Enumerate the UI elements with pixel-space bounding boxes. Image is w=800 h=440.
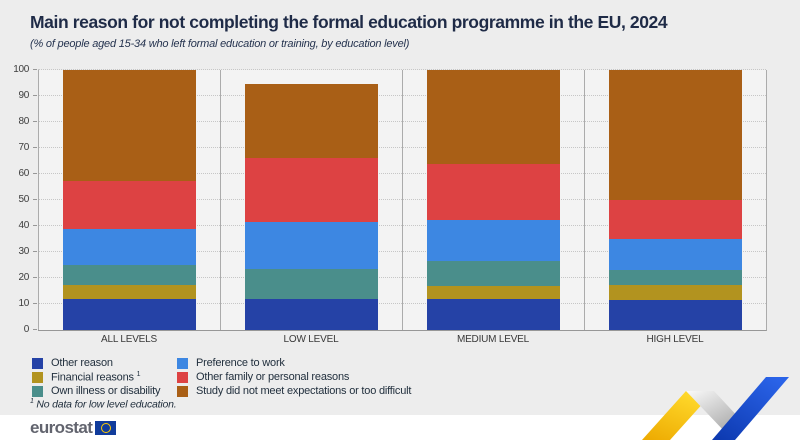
- legend-footnote-marker: 1: [136, 370, 141, 378]
- eurostat-swoosh-graphic: [642, 377, 789, 440]
- footnote-text: No data for low level education.: [36, 398, 177, 411]
- category-label: LOW LEVEL: [283, 334, 339, 345]
- legend-item: Financial reasons 1: [32, 370, 177, 384]
- legend-item: Preference to work: [177, 356, 411, 370]
- bar-segment: [609, 300, 742, 330]
- legend-swatch: [32, 385, 43, 397]
- y-tick-label: 80: [18, 116, 29, 127]
- swoosh-yellow-band: [642, 391, 714, 440]
- bar-segment: [63, 70, 196, 181]
- footnote: 1 No data for low level education.: [30, 398, 177, 411]
- legend-label: Other reason: [51, 357, 113, 369]
- legend-label: Own illness or disability: [51, 385, 161, 397]
- y-tick-label: 20: [18, 272, 29, 283]
- legend-label: Preference to work: [196, 357, 285, 369]
- y-tick-label: 10: [18, 298, 29, 309]
- bar-low-level: [245, 70, 378, 330]
- bar-medium-level: [427, 70, 560, 330]
- legend-swatch: [177, 385, 188, 397]
- bar-segment: [63, 228, 196, 266]
- legend-column: Other reason Financial reasons 1 Own illne…: [32, 356, 177, 398]
- chart-subtitle: (% of people aged 15-34 who left formal …: [30, 38, 410, 50]
- legend-swatch: [32, 371, 43, 383]
- bar-high-level: [609, 70, 742, 330]
- panel-medium-level: [402, 70, 584, 330]
- y-tick-label: 40: [18, 220, 29, 231]
- legend: Other reason Financial reasons 1 Own illne…: [32, 356, 411, 398]
- y-tick-mark: [33, 69, 37, 70]
- bar-segment: [245, 84, 378, 159]
- bar-segment: [63, 180, 196, 229]
- y-tick-label: 100: [13, 64, 29, 75]
- bar-segment: [427, 219, 560, 262]
- bar-segment: [245, 268, 378, 299]
- y-tick-mark: [33, 95, 37, 96]
- legend-item: Other reason: [32, 356, 177, 370]
- bar-segment: [427, 70, 560, 164]
- panel-low-level: [220, 70, 402, 330]
- eurostat-logo: eurostat: [30, 418, 117, 437]
- y-axis: 0 10 20 30 40 50 60 70 80 90 100: [0, 65, 38, 335]
- y-tick-mark: [33, 173, 37, 174]
- bar-segment: [245, 298, 378, 330]
- legend-swatch: [177, 357, 188, 369]
- y-tick-mark: [33, 225, 37, 226]
- eu-flag-icon: [95, 420, 117, 435]
- panel-all-levels: [38, 70, 220, 330]
- y-tick-mark: [33, 251, 37, 252]
- swoosh-blue-band: [712, 377, 789, 440]
- category-label: HIGH LEVEL: [646, 334, 704, 345]
- legend-swatch: [177, 371, 188, 383]
- y-tick-label: 0: [23, 324, 30, 335]
- bar-segment: [609, 270, 742, 285]
- bar-segment: [609, 239, 742, 271]
- bar-segment: [63, 284, 196, 299]
- legend-column: Preference to work Other family or person…: [177, 356, 411, 398]
- bar-segment: [245, 158, 378, 223]
- category-label: MEDIUM LEVEL: [456, 334, 530, 345]
- legend-label: Financial reasons 1: [51, 370, 141, 384]
- y-tick-label: 70: [18, 142, 29, 153]
- bar-segment: [609, 284, 742, 301]
- y-tick-label: 30: [18, 246, 29, 257]
- y-tick-mark: [33, 277, 37, 278]
- x-axis-labels: ALL LEVELS LOW LEVEL MEDIUM LEVEL HIGH LEVE…: [38, 334, 766, 345]
- bar-segment: [63, 265, 196, 285]
- bar-segment: [245, 222, 378, 269]
- bar-segment: [609, 200, 742, 240]
- footnote-marker: 1: [30, 398, 34, 405]
- y-tick-mark: [33, 121, 37, 122]
- legend-item: Own illness or disability: [32, 384, 177, 398]
- bar-segment: [427, 298, 560, 330]
- legend-label: Other family or personal reasons: [196, 371, 350, 383]
- panel-high-level: [584, 70, 766, 330]
- bar-all-levels: [63, 70, 196, 330]
- y-tick-mark: [33, 329, 37, 330]
- y-tick-label: 50: [18, 194, 29, 205]
- y-tick-mark: [33, 147, 37, 148]
- y-tick-mark: [33, 199, 37, 200]
- bar-segment: [427, 163, 560, 220]
- swoosh-gray-band: [686, 391, 740, 433]
- bar-segment: [427, 285, 560, 299]
- category-label: ALL LEVELS: [100, 334, 157, 345]
- bar-segment: [63, 298, 196, 330]
- eurostat-wordmark: eurostat: [30, 418, 93, 437]
- plot-area: [38, 69, 767, 331]
- legend-label: Study did not meet expectations or too d…: [196, 385, 412, 397]
- chart-title: Main reason for not completing the forma…: [30, 12, 668, 32]
- y-tick-label: 60: [18, 168, 29, 179]
- legend-item: Other family or personal reasons: [177, 370, 411, 384]
- bar-segment: [427, 261, 560, 286]
- legend-item: Study did not meet expectations or too d…: [177, 384, 411, 398]
- y-tick-label: 90: [18, 90, 29, 101]
- bar-segment: [609, 70, 742, 201]
- y-tick-mark: [33, 303, 37, 304]
- legend-swatch: [32, 357, 43, 369]
